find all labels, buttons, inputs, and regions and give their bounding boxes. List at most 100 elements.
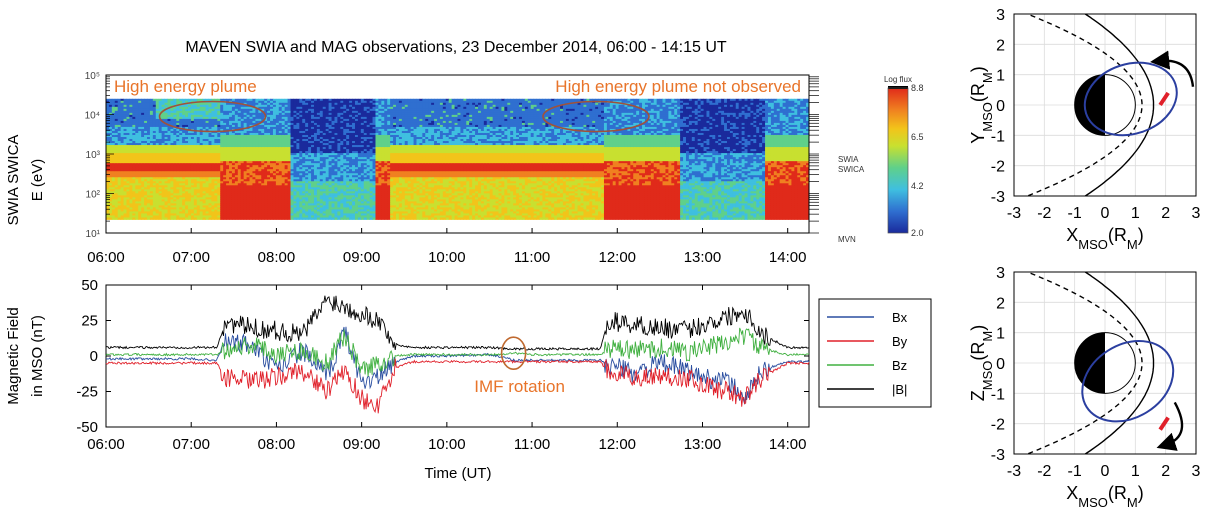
orbit-direction-arrow (1150, 50, 1195, 87)
orbit-ytick-label: 3 (996, 265, 1005, 282)
orbit-xtick-label: 3 (1192, 205, 1201, 222)
spectrogram-ylabel-2: E (eV) (29, 159, 46, 202)
orbit-frame (1013, 13, 1197, 197)
imf-rotation-ellipse (500, 336, 527, 370)
orbit-xtick-label: 3 (1192, 463, 1201, 480)
mag-ytick-label: -25 (76, 384, 98, 401)
spectrogram-ytick-label: 10² (86, 190, 101, 201)
bow-shock-curve (1084, 272, 1155, 454)
colorbar (888, 88, 908, 233)
mag-frame (105, 284, 810, 428)
mag-xtick-label: 12:00 (598, 436, 636, 453)
mag-ytick-label: -50 (76, 419, 98, 436)
mag-series-absbabs (105, 295, 809, 351)
mag-xtick-label: 07:00 (172, 436, 210, 453)
spectrogram-xtick-label: 14:00 (769, 249, 807, 266)
colorbar-label: Log flux (884, 75, 912, 84)
mag-xtick-label: 06:00 (87, 436, 125, 453)
orbit-xy-panel: -3-3 -2 -2 -1 -1 0 0 1 1 2 2 3 3 XMSO(RM) YMSO(RM) (968, 7, 1201, 252)
mag-ytick-label: 25 (81, 313, 98, 330)
orbit-ytick-label: -2 (991, 417, 1005, 434)
orbit-xtick-label: 2 (1161, 463, 1170, 480)
colorbar-tick-label: 8.8 (911, 83, 924, 93)
colorbar-tick-label: 4.2 (911, 181, 924, 191)
orbit-ylabel: YMSO(RM) (968, 66, 995, 143)
colorbar-frame (887, 87, 909, 234)
mag-xtick-label: 13:00 (684, 436, 722, 453)
orbit-xtick-label: 0 (1101, 205, 1110, 222)
orbit-ylabel: ZMSO(RM) (968, 325, 995, 401)
orbit-xtick-label: -1 (1068, 205, 1082, 222)
mag-series-bz (105, 327, 810, 377)
orbit-xtick-label: -2 (1037, 205, 1051, 222)
orbit-ytick-label: 0 (996, 98, 1005, 115)
colorbar-tick-label: 6.5 (911, 132, 924, 142)
spectrogram-ytick-label: 10¹ (86, 229, 101, 240)
orbit-xtick-label: 1 (1131, 463, 1140, 480)
legend-label: Bz (892, 358, 907, 373)
mag-ylabel-2: in MSO (nT) (29, 315, 46, 397)
spectrogram-xtick-label: 12:00 (598, 249, 636, 266)
legend-label: Bx (892, 310, 908, 325)
imf-rotation-annotation: IMF rotation (474, 377, 565, 396)
mag-xtick-label: 09:00 (343, 436, 381, 453)
mag-xtick-label: 11:00 (514, 436, 550, 453)
figure-title: MAVEN SWIA and MAG observations, 23 Dece… (185, 39, 727, 56)
legend-box (818, 298, 932, 408)
orbit-ytick-label: 0 (996, 356, 1005, 373)
orbit-ytick-label: 1 (996, 326, 1005, 343)
orbit-xtick-label: -3 (1007, 205, 1021, 222)
bow-shock-curve (1084, 14, 1155, 196)
spectrogram-ylabel-1: SWIA SWICA (5, 135, 22, 226)
orbit-direction-arrow (1156, 401, 1184, 451)
spectrogram-xtick-label: 10:00 (428, 249, 466, 266)
spectrogram-xtick-label: 06:00 (87, 249, 125, 266)
colorbar-tick-label: 2.0 (911, 228, 924, 238)
orbit-ytick-label: 1 (996, 68, 1005, 85)
orbit-ytick-label: -1 (991, 128, 1005, 145)
spectrogram-heatmap (106, 98, 810, 220)
orbit-ytick-label: -1 (991, 386, 1005, 403)
orbit-ellipse (1081, 340, 1175, 423)
spectrogram-ytick-label: 10³ (86, 150, 101, 161)
spectrogram-right-label: MVN (838, 235, 856, 244)
legend: Bx By Bz |B| (818, 298, 932, 408)
spectrogram-ytick-label: 10⁵ (85, 71, 100, 82)
orbit-xtick-label: -2 (1037, 463, 1051, 480)
orbit-xlabel: XMSO(RM) (1066, 225, 1143, 252)
mag-series-by (105, 358, 810, 414)
legend-label: |B| (892, 382, 907, 397)
orbit-xlabel: XMSO(RM) (1066, 483, 1143, 510)
mag-ytick-label: 0 (90, 348, 98, 365)
orbit-xtick-label: 2 (1161, 205, 1170, 222)
spectrogram-xtick-label: 11:00 (514, 249, 550, 266)
orbit-xz-panel: -3-3 -2 -2 -1 -1 0 0 1 1 2 2 3 3 XMSO(RM) ZMSO(RM) (968, 265, 1201, 510)
mag-ylabel-1: Magnetic Field (5, 307, 22, 405)
mag-ytick-label: 50 (81, 277, 98, 294)
orbit-ytick-label: -2 (991, 159, 1005, 176)
spectrogram-xtick-label: 07:00 (172, 249, 210, 266)
legend-label: By (892, 334, 908, 349)
plume-annotation: High energy plume not observed (555, 77, 801, 96)
orbit-xtick-label: -3 (1007, 463, 1021, 480)
orbit-plot-area (1025, 272, 1175, 454)
orbit-ellipse (1083, 61, 1178, 137)
orbit-ytick-label: -3 (991, 189, 1005, 206)
spectrogram-ytick-label: 10⁴ (85, 111, 100, 122)
mag-xtick-label: 10:00 (428, 436, 466, 453)
spectrogram-xtick-label: 08:00 (258, 249, 296, 266)
orbit-xtick-label: 1 (1131, 205, 1140, 222)
orbit-plot-area (1025, 14, 1178, 196)
orbit-ytick-label: 3 (996, 7, 1005, 24)
spacecraft-marker (1158, 416, 1170, 431)
colorbar-top-band (888, 86, 908, 89)
spectrogram-xtick-label: 09:00 (343, 249, 381, 266)
spacecraft-marker (1158, 91, 1170, 107)
plume-ellipse (542, 100, 650, 133)
mars-nightside (1074, 332, 1105, 394)
mars-nightside (1074, 74, 1105, 136)
orbit-ytick-label: 2 (996, 37, 1005, 54)
mag-xlabel: Time (UT) (425, 465, 492, 482)
